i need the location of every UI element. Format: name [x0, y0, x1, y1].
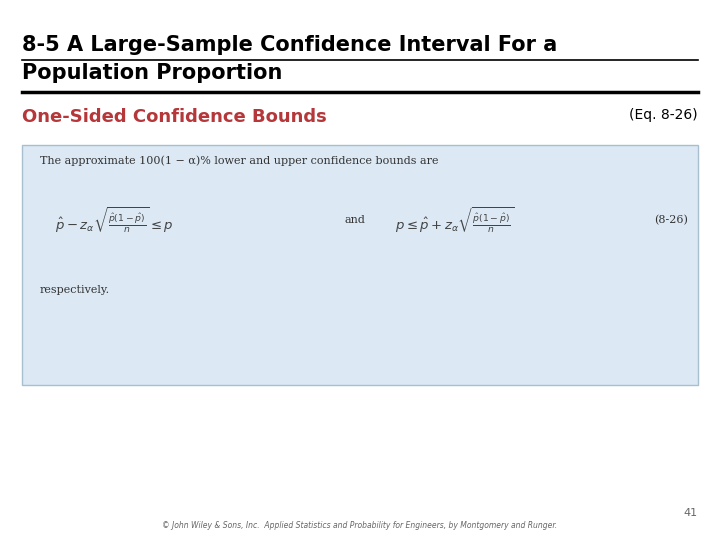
Text: (Eq. 8-26): (Eq. 8-26) [629, 108, 698, 122]
Text: respectively.: respectively. [40, 285, 110, 295]
Text: $\hat{p} - z_{\alpha}\sqrt{\frac{\hat{p}(1-\hat{p})}{n}} \leq p$: $\hat{p} - z_{\alpha}\sqrt{\frac{\hat{p}… [55, 205, 174, 235]
Text: (8-26): (8-26) [654, 215, 688, 225]
Text: One-Sided Confidence Bounds: One-Sided Confidence Bounds [22, 108, 327, 126]
Text: The approximate 100(1 − α)% lower and upper confidence bounds are: The approximate 100(1 − α)% lower and up… [40, 155, 438, 166]
Text: 8-5 A Large-Sample Confidence Interval For a: 8-5 A Large-Sample Confidence Interval F… [22, 35, 557, 55]
Text: $p \leq \hat{p} + z_{\alpha}\sqrt{\frac{\hat{p}(1-\hat{p})}{n}}$: $p \leq \hat{p} + z_{\alpha}\sqrt{\frac{… [395, 205, 514, 235]
FancyBboxPatch shape [22, 145, 698, 385]
Text: and: and [345, 215, 366, 225]
Text: 41: 41 [684, 508, 698, 518]
Text: © John Wiley & Sons, Inc.  Applied Statistics and Probability for Engineers, by : © John Wiley & Sons, Inc. Applied Statis… [163, 521, 557, 530]
Text: Population Proportion: Population Proportion [22, 63, 282, 83]
